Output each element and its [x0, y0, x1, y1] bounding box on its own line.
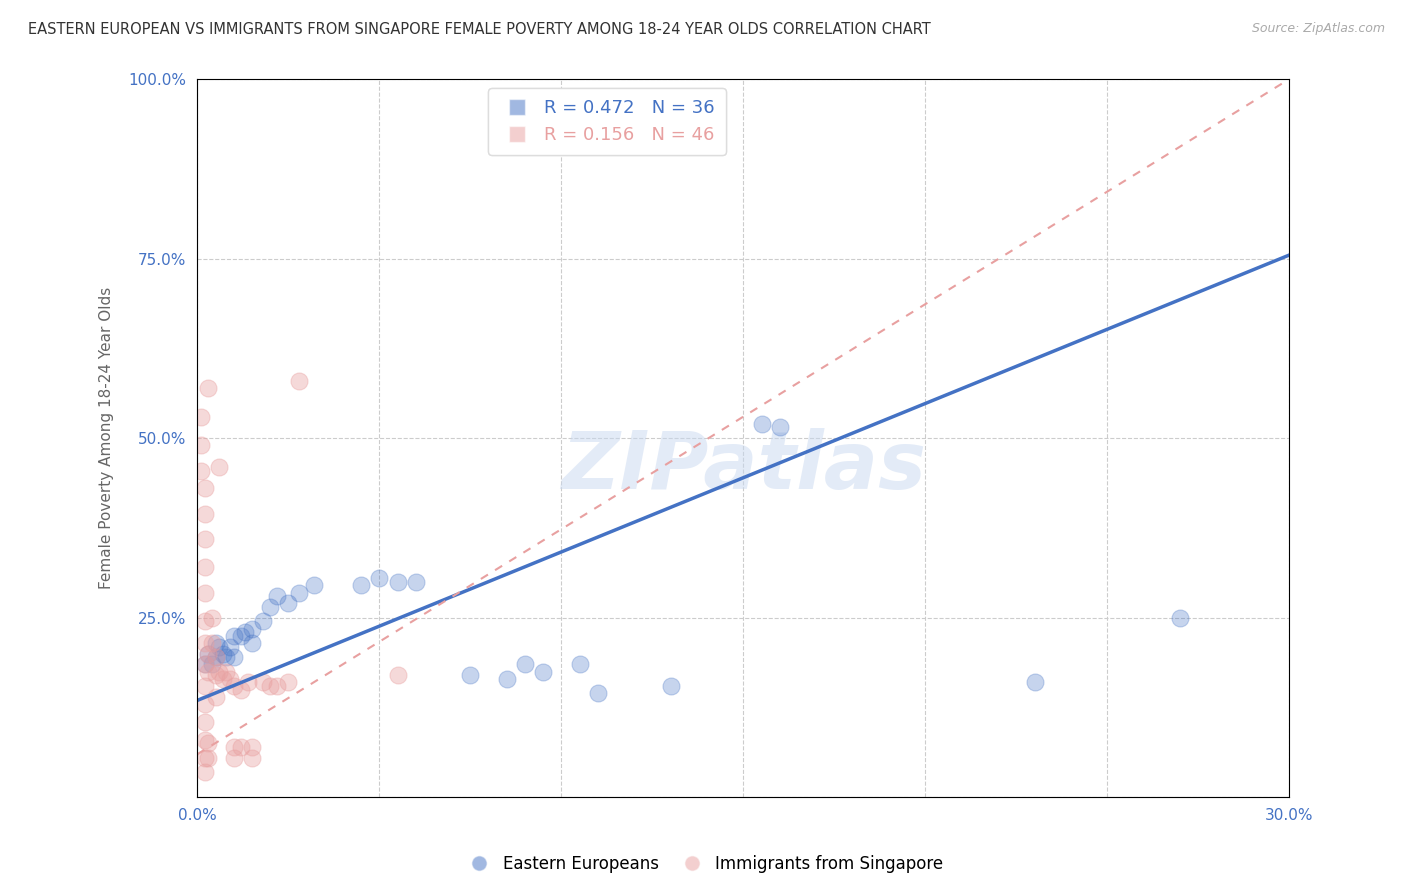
Point — [513, 657, 536, 672]
Point — [229, 740, 252, 755]
Point — [219, 672, 242, 686]
Point — [531, 665, 554, 679]
Point — [302, 578, 325, 592]
Point — [204, 636, 226, 650]
Point — [350, 578, 373, 592]
Point — [197, 381, 219, 395]
Point — [194, 697, 217, 711]
Point — [194, 532, 217, 546]
Text: Source: ZipAtlas.com: Source: ZipAtlas.com — [1251, 22, 1385, 36]
Text: ZIPatlas: ZIPatlas — [561, 428, 927, 506]
Point — [252, 615, 274, 629]
Point — [197, 751, 219, 765]
Point — [194, 714, 217, 729]
Point — [201, 636, 224, 650]
Point — [229, 682, 252, 697]
Point — [211, 647, 233, 661]
Point — [204, 668, 226, 682]
Point — [201, 611, 224, 625]
Point — [194, 765, 217, 780]
Point — [208, 665, 231, 679]
Point — [222, 629, 245, 643]
Point — [197, 647, 219, 661]
Point — [769, 420, 792, 434]
Point — [194, 751, 217, 765]
Point — [215, 650, 238, 665]
Point — [219, 640, 242, 654]
Legend: R = 0.472   N = 36, R = 0.156   N = 46: R = 0.472 N = 36, R = 0.156 N = 46 — [488, 88, 725, 154]
Point — [405, 574, 427, 589]
Point — [233, 625, 256, 640]
Point — [1168, 611, 1191, 625]
Point — [240, 740, 263, 755]
Point — [190, 438, 212, 452]
Point — [568, 657, 591, 672]
Point — [201, 657, 224, 672]
Point — [277, 675, 299, 690]
Point — [208, 640, 231, 654]
Point — [368, 571, 391, 585]
Point — [586, 686, 609, 700]
Point — [215, 665, 238, 679]
Point — [197, 665, 219, 679]
Point — [277, 596, 299, 610]
Text: EASTERN EUROPEAN VS IMMIGRANTS FROM SINGAPORE FEMALE POVERTY AMONG 18-24 YEAR OL: EASTERN EUROPEAN VS IMMIGRANTS FROM SING… — [28, 22, 931, 37]
Point — [229, 629, 252, 643]
Point — [197, 647, 219, 661]
Point — [204, 650, 226, 665]
Point — [266, 679, 288, 693]
Point — [387, 574, 409, 589]
Point — [211, 672, 233, 686]
Point — [252, 675, 274, 690]
Point — [259, 599, 281, 614]
Point — [204, 690, 226, 704]
Point — [460, 668, 482, 682]
Point — [495, 672, 517, 686]
Point — [387, 668, 409, 682]
Point — [222, 751, 245, 765]
Point — [288, 585, 311, 599]
Y-axis label: Female Poverty Among 18-24 Year Olds: Female Poverty Among 18-24 Year Olds — [100, 287, 114, 590]
Point — [222, 679, 245, 693]
Point — [1024, 675, 1046, 690]
Point — [194, 585, 217, 599]
Point — [240, 622, 263, 636]
Point — [194, 482, 217, 496]
Point — [659, 679, 682, 693]
Point — [194, 636, 217, 650]
Point — [238, 675, 260, 690]
Point — [194, 679, 217, 693]
Point — [751, 417, 773, 431]
Point — [208, 459, 231, 474]
Point — [194, 657, 217, 672]
Point — [288, 374, 311, 388]
Point — [197, 737, 219, 751]
Point — [194, 732, 217, 747]
Point — [266, 589, 288, 603]
Point — [194, 657, 217, 672]
Point — [259, 679, 281, 693]
Point — [190, 463, 212, 477]
Point — [240, 636, 263, 650]
Point — [190, 409, 212, 424]
Point — [194, 615, 217, 629]
Point — [204, 650, 226, 665]
Point — [222, 740, 245, 755]
Point — [240, 751, 263, 765]
Point — [194, 507, 217, 521]
Legend: Eastern Europeans, Immigrants from Singapore: Eastern Europeans, Immigrants from Singa… — [456, 848, 950, 880]
Point — [194, 560, 217, 574]
Point — [222, 650, 245, 665]
